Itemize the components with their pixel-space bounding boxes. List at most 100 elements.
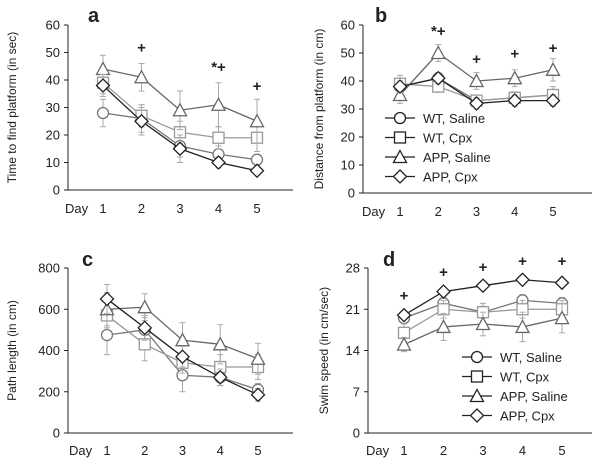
- significance-marker: *+: [431, 23, 446, 40]
- legend-label: APP, Cpx: [423, 170, 478, 185]
- data-point-square: [397, 326, 411, 339]
- series-app-cpx: [95, 74, 265, 179]
- data-point-circle: [96, 106, 110, 120]
- x-tick-label: 5: [549, 204, 556, 219]
- data-point-diamond: [137, 320, 153, 336]
- data-point-triangle: [172, 102, 188, 117]
- panel-d: 0 7 14 21 28 Day 1 2 3 4 5 Swim speed (in cm/sec) d +…: [317, 249, 592, 458]
- y-tick-label: 0: [353, 426, 360, 441]
- legend-label: WT, Saline: [423, 111, 485, 126]
- data-point-triangle: [137, 299, 153, 314]
- legend-label: APP, Saline: [423, 150, 491, 165]
- y-tick-label: 800: [38, 261, 60, 276]
- significance-marker: +: [400, 287, 409, 304]
- legend-square-icon: [393, 131, 407, 144]
- data-point-diamond: [212, 369, 228, 385]
- legend: WT, Saline WT, Cpx APP, Saline APP, Cpx: [385, 111, 491, 185]
- significance-marker: +: [439, 264, 448, 281]
- y-tick-label: 200: [38, 384, 60, 399]
- x-tick-label: 2: [435, 204, 442, 219]
- data-point-triangle: [392, 87, 408, 102]
- legend-label: WT, Saline: [500, 350, 562, 365]
- legend-diamond-icon: [469, 408, 485, 423]
- y-axis-label: Time to find platform (in sec): [5, 32, 19, 184]
- x-axis-label: Day: [65, 201, 89, 216]
- x-axis-label: Day: [69, 443, 93, 458]
- data-point-diamond: [250, 387, 266, 403]
- data-point-diamond: [475, 278, 491, 294]
- data-point-diamond: [430, 70, 446, 86]
- data-point-diamond: [172, 141, 188, 157]
- y-tick-label: 10: [341, 158, 355, 173]
- legend-triangle-icon: [469, 388, 485, 403]
- series-app-saline: [396, 302, 570, 353]
- data-point-triangle: [133, 69, 150, 84]
- series-app-cpx: [396, 272, 570, 323]
- data-point-triangle: [249, 113, 265, 128]
- data-point-diamond: [175, 349, 190, 365]
- legend-circle-icon: [393, 111, 407, 125]
- panel-label: b: [375, 5, 387, 27]
- data-point-triangle: [545, 61, 561, 76]
- x-tick-label: 5: [253, 201, 260, 216]
- y-tick-label: 20: [341, 130, 355, 145]
- y-tick-label: 30: [341, 102, 355, 117]
- x-tick-label: 5: [558, 443, 565, 458]
- x-tick-label: 5: [254, 443, 261, 458]
- y-tick-label: 30: [46, 100, 60, 115]
- legend-label: APP, Cpx: [500, 409, 555, 424]
- data-point-diamond: [396, 307, 412, 323]
- data-point-diamond: [249, 163, 265, 179]
- panel-c: 0 200 400 600 800 Day 1 2 3 4 5 Path length (in cm)…: [5, 249, 293, 458]
- data-point-triangle: [435, 319, 452, 334]
- series-app-saline: [99, 292, 266, 375]
- significance-marker: +: [137, 40, 146, 57]
- legend-label: APP, Saline: [500, 389, 568, 404]
- series-app-saline: [95, 54, 265, 144]
- panel-label: a: [88, 5, 100, 27]
- significance-marker: +: [472, 51, 481, 68]
- legend-label: WT, Cpx: [500, 370, 550, 385]
- data-point-triangle: [514, 319, 531, 334]
- y-axis-label: Distance from platform (in cm): [312, 29, 326, 190]
- series-app-cpx: [392, 70, 561, 111]
- data-point-diamond: [515, 272, 530, 288]
- y-tick-label: 50: [341, 46, 355, 61]
- series-app-saline: [392, 44, 561, 104]
- y-tick-label: 0: [348, 186, 355, 201]
- data-point-triangle: [468, 73, 485, 88]
- y-tick-label: 20: [46, 128, 60, 143]
- data-point-triangle: [554, 310, 570, 325]
- panel-a: 0 10 20 30 40 50 60 Day 1 2 3 4 5 Time to find platfo…: [5, 5, 293, 216]
- data-point-triangle: [210, 96, 227, 111]
- y-tick-label: 50: [46, 45, 60, 60]
- legend-circle-icon: [470, 350, 484, 364]
- y-tick-label: 600: [38, 302, 60, 317]
- legend-diamond-icon: [392, 169, 408, 184]
- data-point-triangle: [95, 61, 111, 76]
- x-tick-label: 2: [138, 201, 145, 216]
- data-point-diamond: [211, 155, 226, 170]
- y-tick-label: 21: [346, 302, 360, 317]
- data-point-diamond: [99, 291, 115, 307]
- data-point-circle: [100, 328, 114, 342]
- x-tick-label: 3: [179, 443, 186, 458]
- x-tick-label: 1: [400, 443, 407, 458]
- y-tick-label: 60: [341, 18, 355, 33]
- y-tick-label: 10: [46, 155, 60, 170]
- x-tick-label: 2: [440, 443, 447, 458]
- x-tick-label: 1: [99, 201, 106, 216]
- significance-marker: +: [558, 253, 567, 270]
- x-tick-label: 1: [396, 204, 403, 219]
- data-point-diamond: [554, 275, 570, 291]
- x-axis-label: Day: [362, 204, 386, 219]
- data-point-diamond: [545, 93, 561, 109]
- data-point-diamond: [95, 78, 111, 93]
- data-point-triangle: [212, 336, 228, 351]
- y-tick-label: 400: [38, 343, 60, 358]
- significance-marker: +: [479, 259, 488, 276]
- data-point-diamond: [469, 95, 484, 111]
- data-point-triangle: [250, 350, 266, 365]
- panel-label: c: [82, 249, 93, 271]
- y-tick-label: 0: [53, 426, 60, 441]
